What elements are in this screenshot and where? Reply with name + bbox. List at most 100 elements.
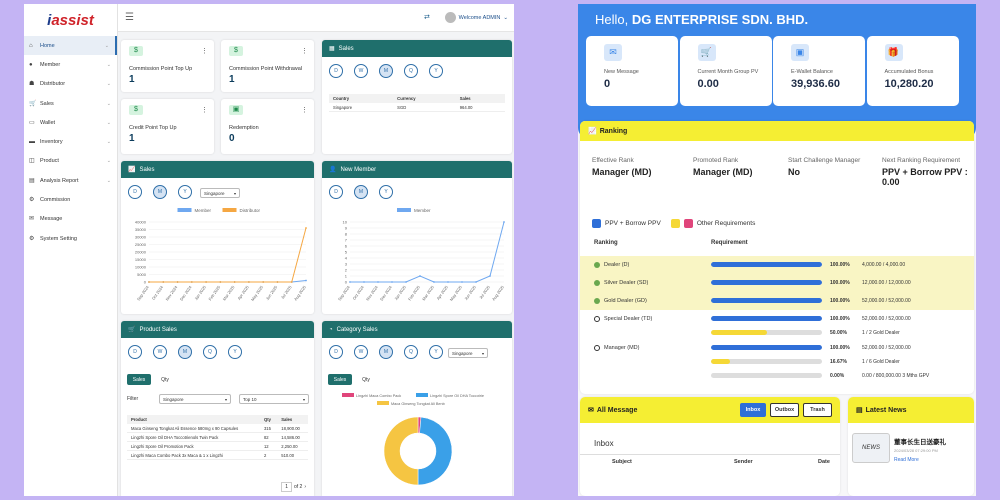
calendar-month-icon[interactable]: M <box>153 185 167 199</box>
read-more-link[interactable]: Read More <box>894 457 919 463</box>
panel-title: Ranking <box>599 127 628 135</box>
sidebar-item-label: Inventory <box>40 139 63 146</box>
tab-sales[interactable]: Sales <box>127 374 151 385</box>
sidebar-item[interactable]: ◫ Product ⌄ <box>24 152 117 171</box>
data-point <box>433 281 435 283</box>
calendar-year-icon[interactable]: Y <box>429 345 443 359</box>
x-tick-label: Oct 2024 <box>351 284 365 301</box>
sidebar-item[interactable]: ⌂ Home ⌄ <box>24 36 117 56</box>
circle-icon <box>594 316 600 322</box>
calendar-year-icon[interactable]: Y <box>379 185 393 199</box>
pie-slice[interactable] <box>383 416 419 486</box>
sidebar-item[interactable]: ⚙ System Setting <box>24 229 117 248</box>
y-tick-label: 40000 <box>135 220 147 225</box>
filter-top-select[interactable]: Top 10 ▾ <box>239 394 309 404</box>
y-tick-label: 20000 <box>135 250 147 255</box>
data-point <box>489 275 491 277</box>
calendar-year-icon[interactable]: Y <box>178 185 192 199</box>
circle-icon <box>594 345 600 351</box>
check-icon <box>594 298 600 304</box>
sidebar-item[interactable]: ⚙ Commission <box>24 190 117 209</box>
calendar-week-icon[interactable]: W <box>153 345 167 359</box>
legend-label: Member <box>414 208 431 213</box>
progress-percent: 0.00% <box>830 373 845 379</box>
chevron-down-icon: ⌄ <box>104 42 109 49</box>
table-cell: 2,250.00 <box>277 441 308 451</box>
more-icon[interactable]: ⋮ <box>201 107 208 114</box>
calendar-day-icon[interactable]: D <box>128 345 142 359</box>
tab-qty[interactable]: Qty <box>362 376 370 383</box>
country-select[interactable]: Singapore ▾ <box>448 348 488 358</box>
calendar-month-icon[interactable]: M <box>379 345 393 359</box>
data-point <box>405 281 407 283</box>
calendar-year-icon[interactable]: Y <box>429 64 443 78</box>
y-tick-label: 4 <box>345 256 348 261</box>
calendar-day-icon[interactable]: D <box>329 64 343 78</box>
legend-label: Distributor <box>240 208 261 213</box>
rank-label: Dealer (D) <box>604 262 630 268</box>
messages-panel: ✉ All Message Inbox Outbox Trash Inbox Su… <box>580 397 840 496</box>
calendar-month-icon[interactable]: M <box>354 185 368 199</box>
mail-icon: ✉ <box>29 216 35 223</box>
sidebar-item[interactable]: ✉ Message <box>24 210 117 229</box>
progress-percent: 100.00% <box>830 298 850 304</box>
news-thumbnail[interactable]: NEWS <box>852 433 890 463</box>
sidebar-item[interactable]: ▬ Inventory ⌄ <box>24 132 117 151</box>
x-tick-label: Oct 2024 <box>151 284 165 301</box>
tab-outbox[interactable]: Outbox <box>770 403 799 417</box>
menu-icon[interactable]: ☰ <box>125 12 134 23</box>
card-title: Sales <box>139 166 155 173</box>
sidebar-item[interactable]: ▭ Wallet ⌄ <box>24 113 117 132</box>
country-select[interactable]: Singapore ▾ <box>200 188 240 198</box>
y-tick-label: 3 <box>345 262 348 267</box>
calendar-day-icon[interactable]: D <box>329 185 343 199</box>
box-icon: ◫ <box>29 158 35 165</box>
calendar-day-icon[interactable]: D <box>329 345 343 359</box>
more-icon[interactable]: ⋮ <box>301 107 308 114</box>
sidebar: i assist ⌂ Home ⌄ ● Member ⌄ ☗ Distributor ⌄ 🛒 Sale… <box>24 4 118 496</box>
calendar-day-icon[interactable]: D <box>128 185 142 199</box>
more-icon[interactable]: ⋮ <box>301 48 308 55</box>
user-menu[interactable]: Welcome ADMIN ⌄ <box>444 12 508 23</box>
page-input[interactable]: 1 <box>281 482 292 492</box>
sidebar-item-label: Analysis Report <box>40 177 79 184</box>
stat-card: 🎁 Accumulated Bonus 10,280.20 <box>866 36 959 106</box>
tab-inbox[interactable]: Inbox <box>740 403 766 417</box>
pie-slice[interactable] <box>417 416 453 486</box>
x-tick-label: Jun 2025 <box>265 284 279 301</box>
pager: 1 of 2 › <box>281 482 306 492</box>
calendar-week-icon[interactable]: W <box>354 64 368 78</box>
calendar-quarter-icon[interactable]: Q <box>404 64 418 78</box>
stat-card: ✉ New Message 0 <box>586 36 678 106</box>
calendar-quarter-icon[interactable]: Q <box>404 345 418 359</box>
filter-country-select[interactable]: Singapore ▾ <box>159 394 231 404</box>
calendar-month-icon[interactable]: M <box>178 345 192 359</box>
sales-line-chart: Member Distributor 0 5000 10000 15000 20000 250… <box>135 208 307 302</box>
next-page-icon[interactable]: › <box>304 484 306 490</box>
translate-icon[interactable]: ⇄ <box>424 14 430 21</box>
table-cell: 18,900.00 <box>277 424 308 433</box>
sidebar-item[interactable]: ● Member ⌄ <box>24 55 117 74</box>
tab-trash[interactable]: Trash <box>803 403 832 417</box>
card-title: New Member <box>340 166 377 173</box>
table-row: Lingzhi Spore Oil Promotion Pack 12 2,250.… <box>127 441 308 451</box>
calendar-quarter-icon[interactable]: Q <box>203 345 217 359</box>
data-point <box>461 281 463 283</box>
data-point <box>190 281 193 283</box>
table-row: Maca Ginseng Tongkat Ali Essence 580mg x… <box>127 424 308 433</box>
logo[interactable]: i assist <box>47 11 94 29</box>
table-header: Sales <box>277 415 308 424</box>
calendar-week-icon[interactable]: W <box>354 345 368 359</box>
sidebar-item[interactable]: ▤ Analysis Report ⌄ <box>24 171 117 190</box>
y-tick-label: 0 <box>144 280 147 285</box>
more-icon[interactable]: ⋮ <box>201 48 208 55</box>
tab-qty[interactable]: Qty <box>161 376 169 383</box>
calendar-month-icon[interactable]: M <box>379 64 393 78</box>
legend-swatch <box>222 208 237 212</box>
news-headline[interactable]: 董事长生日送豪礼 <box>894 439 946 446</box>
calendar-year-icon[interactable]: Y <box>228 345 242 359</box>
sidebar-item[interactable]: 🛒 Sales ⌄ <box>24 94 117 113</box>
tab-sales[interactable]: Sales <box>328 374 352 385</box>
sidebar-item[interactable]: ☗ Distributor ⌄ <box>24 75 117 94</box>
